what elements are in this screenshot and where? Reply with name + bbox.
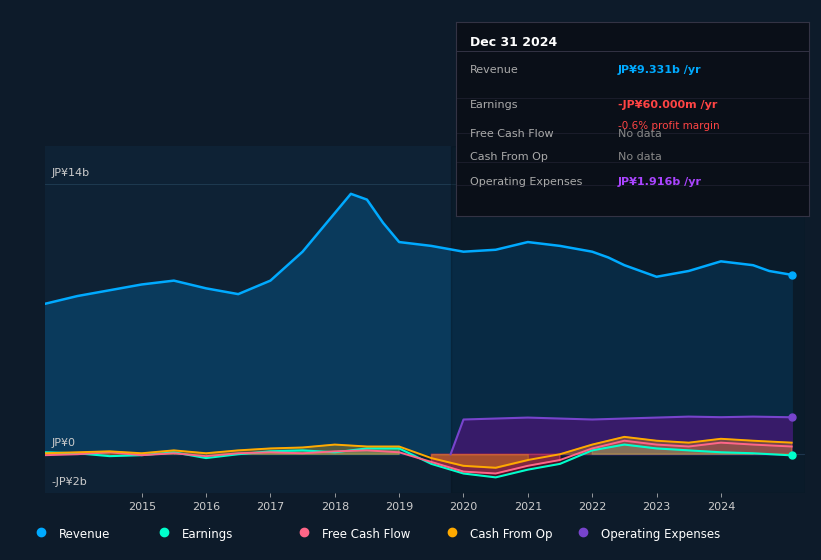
Text: -JP¥60.000m /yr: -JP¥60.000m /yr	[618, 100, 718, 110]
Text: Operating Expenses: Operating Expenses	[601, 528, 720, 542]
Text: No data: No data	[618, 129, 662, 139]
Text: Free Cash Flow: Free Cash Flow	[322, 528, 410, 542]
Text: Revenue: Revenue	[470, 65, 519, 75]
Text: JP¥14b: JP¥14b	[52, 169, 89, 179]
Text: Dec 31 2024: Dec 31 2024	[470, 36, 557, 49]
Text: -0.6% profit margin: -0.6% profit margin	[618, 121, 720, 131]
Text: Operating Expenses: Operating Expenses	[470, 177, 582, 187]
Text: JP¥9.331b /yr: JP¥9.331b /yr	[618, 65, 702, 75]
Text: JP¥1.916b /yr: JP¥1.916b /yr	[618, 177, 702, 187]
Text: -JP¥2b: -JP¥2b	[52, 477, 87, 487]
Text: JP¥0: JP¥0	[52, 438, 76, 449]
Text: Free Cash Flow: Free Cash Flow	[470, 129, 553, 139]
Text: Cash From Op: Cash From Op	[470, 528, 552, 542]
Text: Earnings: Earnings	[182, 528, 234, 542]
Bar	[451, 146, 805, 493]
Text: Cash From Op: Cash From Op	[470, 152, 548, 162]
Text: Revenue: Revenue	[59, 528, 111, 542]
Text: Earnings: Earnings	[470, 100, 518, 110]
Text: No data: No data	[618, 152, 662, 162]
